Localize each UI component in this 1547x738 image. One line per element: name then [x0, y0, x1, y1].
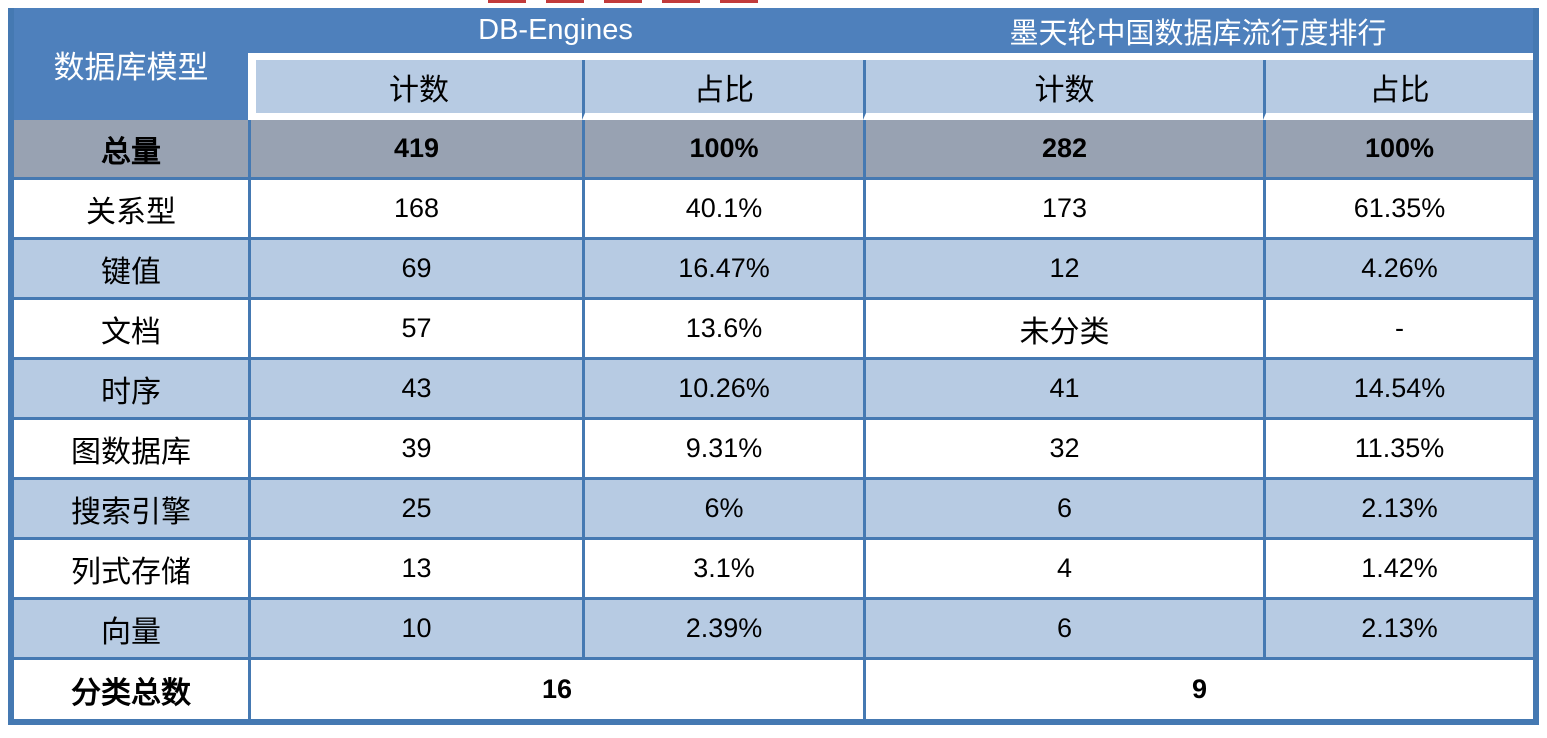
cell-db-count: 10 — [248, 600, 582, 660]
sub-header-count-db: 计数 — [248, 60, 582, 120]
cell-modb-share: 1.42% — [1263, 540, 1533, 600]
row-label: 搜索引擎 — [14, 480, 248, 540]
cell-modb-category-total: 9 — [863, 660, 1533, 719]
cell-db-share: 40.1% — [582, 180, 863, 240]
cell-db-count: 13 — [248, 540, 582, 600]
cell-modb-count: 282 — [863, 120, 1263, 180]
cell-modb-count: 12 — [863, 240, 1263, 300]
cell-modb-share: 2.13% — [1263, 480, 1533, 540]
group-header-modb-ranking: 墨天轮中国数据库流行度排行 — [863, 8, 1533, 60]
row-label: 向量 — [14, 600, 248, 660]
cell-db-category-total: 16 — [248, 660, 863, 719]
cell-db-share: 2.39% — [582, 600, 863, 660]
row-label: 时序 — [14, 360, 248, 420]
cell-modb-share: 100% — [1263, 120, 1533, 180]
cell-modb-share: 2.13% — [1263, 600, 1533, 660]
cell-db-count: 168 — [248, 180, 582, 240]
cell-modb-share: 14.54% — [1263, 360, 1533, 420]
cell-modb-count: 4 — [863, 540, 1263, 600]
cell-db-count: 39 — [248, 420, 582, 480]
cell-db-count: 57 — [248, 300, 582, 360]
row-label: 图数据库 — [14, 420, 248, 480]
cell-modb-count: 未分类 — [863, 300, 1263, 360]
cropped-text-artifact — [488, 0, 760, 3]
row-label: 分类总数 — [14, 660, 248, 719]
cell-modb-count: 6 — [863, 480, 1263, 540]
row-label: 文档 — [14, 300, 248, 360]
row-label: 关系型 — [14, 180, 248, 240]
cell-db-count: 69 — [248, 240, 582, 300]
cell-db-share: 3.1% — [582, 540, 863, 600]
cell-db-count: 25 — [248, 480, 582, 540]
row-label: 总量 — [14, 120, 248, 180]
cell-modb-share: 11.35% — [1263, 420, 1533, 480]
cell-db-share: 9.31% — [582, 420, 863, 480]
group-header-db-engines: DB-Engines — [248, 8, 863, 60]
cell-modb-count: 32 — [863, 420, 1263, 480]
cell-db-share: 13.6% — [582, 300, 863, 360]
cell-db-share: 10.26% — [582, 360, 863, 420]
cell-modb-count: 6 — [863, 600, 1263, 660]
cell-modb-share: 61.35% — [1263, 180, 1533, 240]
cell-modb-share: 4.26% — [1263, 240, 1533, 300]
cell-modb-count: 41 — [863, 360, 1263, 420]
cell-db-share: 16.47% — [582, 240, 863, 300]
row-label: 键值 — [14, 240, 248, 300]
sub-header-share-db: 占比 — [582, 60, 863, 120]
sub-header-count-modb: 计数 — [863, 60, 1263, 120]
cell-modb-share: - — [1263, 300, 1533, 360]
row-label: 列式存储 — [14, 540, 248, 600]
database-model-comparison-table: 数据库模型 DB-Engines 墨天轮中国数据库流行度排行 计数 占比 计数 … — [8, 8, 1539, 725]
cell-modb-count: 173 — [863, 180, 1263, 240]
sub-header-share-modb: 占比 — [1263, 60, 1533, 120]
cell-db-count: 419 — [248, 120, 582, 180]
corner-header-database-model: 数据库模型 — [14, 8, 248, 120]
cell-db-count: 43 — [248, 360, 582, 420]
cell-db-share: 6% — [582, 480, 863, 540]
cell-db-share: 100% — [582, 120, 863, 180]
